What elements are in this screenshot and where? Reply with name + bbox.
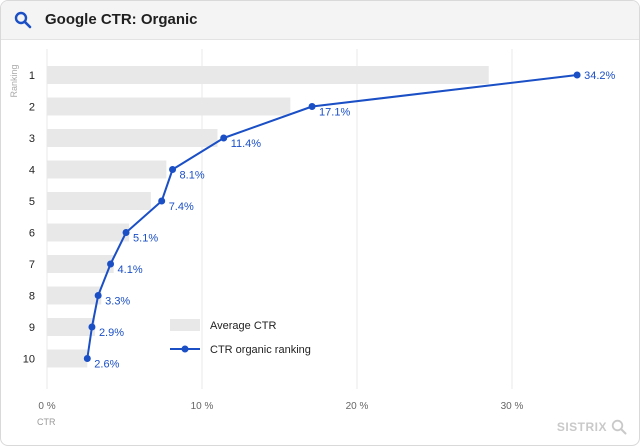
line-point <box>220 134 228 142</box>
search-icon[interactable] <box>14 11 32 29</box>
legend-label-average-ctr: Average CTR <box>210 320 276 332</box>
data-label: 2.9% <box>99 327 124 339</box>
line-point <box>83 355 91 362</box>
bar-average-ctr <box>47 255 114 273</box>
x-tick-label: 10 % <box>191 401 214 412</box>
y-tick-label: 9 <box>29 322 35 334</box>
line-point <box>94 292 102 299</box>
brand-logo: SISTRIX <box>557 419 627 435</box>
bar-average-ctr <box>47 286 102 305</box>
legend-swatch-average-ctr <box>170 319 200 331</box>
magnifier-icon <box>611 419 627 435</box>
data-label: 2.6% <box>94 359 119 371</box>
x-axis-label: CTR <box>37 417 56 427</box>
line-point <box>88 323 96 331</box>
y-tick-label: 1 <box>29 70 35 82</box>
line-ctr-organic <box>86 74 578 359</box>
x-tick-label: 20 % <box>346 401 369 412</box>
bar-average-ctr <box>47 318 96 336</box>
bar-average-ctr <box>47 223 130 242</box>
legend-swatch-point <box>181 345 189 353</box>
data-label: 5.1% <box>133 233 158 245</box>
data-label: 34.2% <box>584 70 615 82</box>
line-point <box>573 71 581 79</box>
brand-label: SISTRIX <box>556 420 607 434</box>
y-tick-label: 7 <box>29 259 35 271</box>
card-header: Google CTR: Organic <box>1 1 639 40</box>
data-label: 8.1% <box>180 170 205 182</box>
data-label: 17.1% <box>319 107 350 119</box>
line-point <box>308 103 316 110</box>
data-label: 11.4% <box>231 138 262 150</box>
y-tick-label: 5 <box>29 196 35 208</box>
line-point <box>122 229 130 236</box>
bar-average-ctr <box>47 66 489 84</box>
bar-average-ctr <box>47 192 151 210</box>
y-tick-label: 3 <box>29 133 35 145</box>
bar-average-ctr <box>47 129 218 147</box>
bar-average-ctr <box>47 349 88 368</box>
x-tick-label: 30 % <box>501 401 524 412</box>
legend-label-ctr-organic: CTR organic ranking <box>210 344 311 356</box>
y-tick-label: 10 <box>23 354 35 366</box>
data-label: 4.1% <box>118 264 143 276</box>
data-label: 7.4% <box>169 201 194 213</box>
y-tick-label: 6 <box>29 228 35 240</box>
line-point <box>158 197 166 205</box>
line-point <box>169 166 177 173</box>
y-tick-label: 2 <box>29 102 35 114</box>
data-label: 3.3% <box>105 296 130 308</box>
chart-title: Google CTR: Organic <box>45 11 198 28</box>
x-tick-label: 0 % <box>38 401 55 412</box>
bar-average-ctr <box>47 97 291 116</box>
line-point <box>107 260 115 268</box>
bar-average-ctr <box>47 160 167 179</box>
y-tick-label: 4 <box>29 165 35 177</box>
y-tick-label: 8 <box>29 291 35 303</box>
y-axis-label: Ranking <box>9 64 19 97</box>
